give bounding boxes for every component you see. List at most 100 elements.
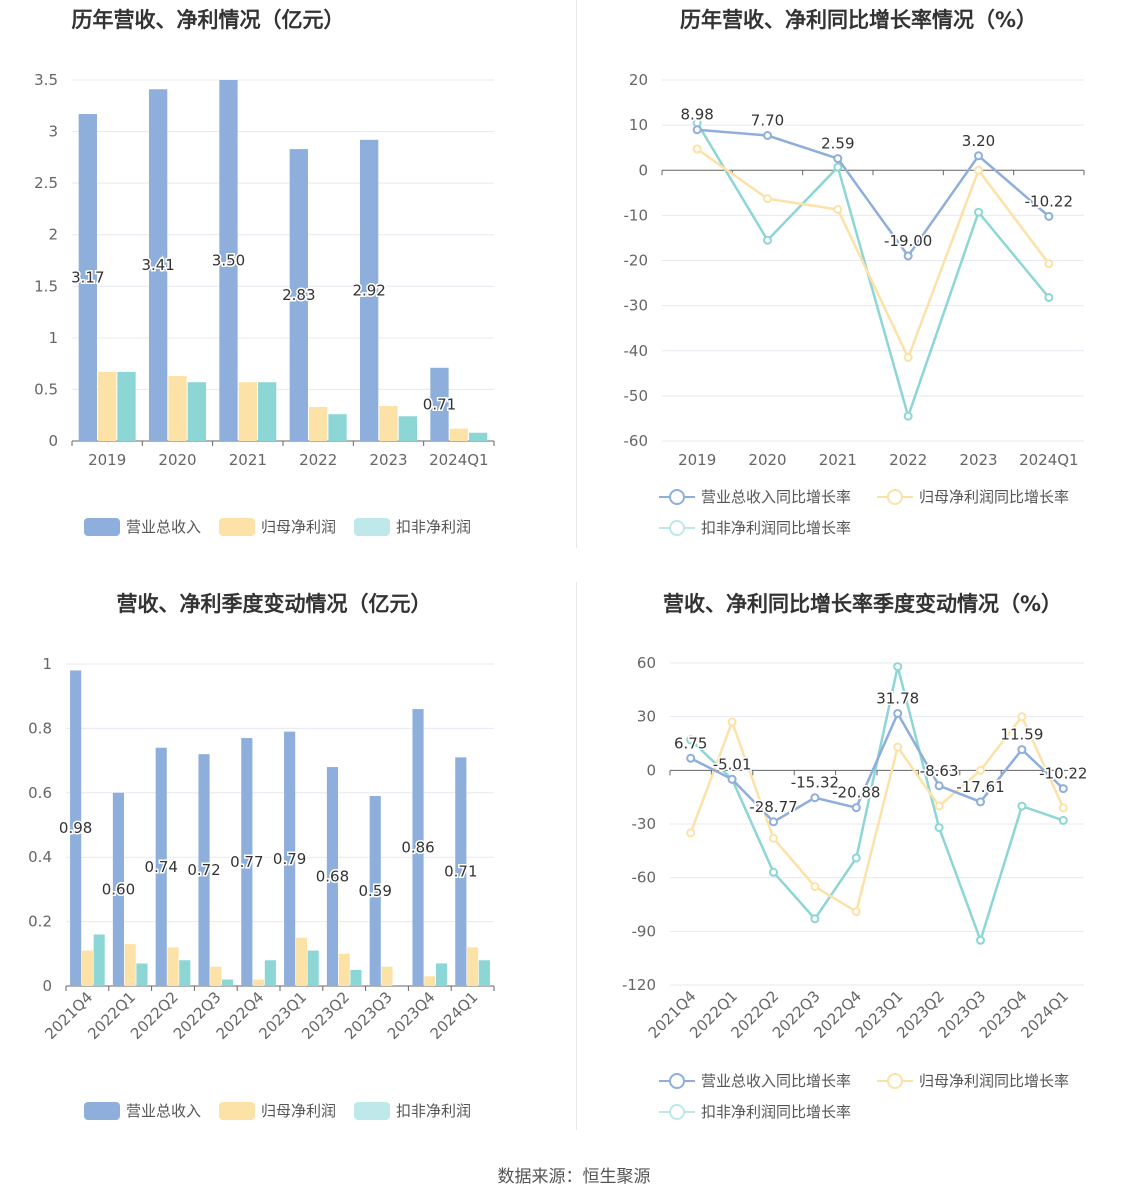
- point-value-label: -17.61: [956, 778, 1004, 796]
- legend-item-deducted-growth[interactable]: 扣非净利润同比增长率: [659, 1101, 851, 1122]
- y-tick-label: -120: [622, 976, 656, 994]
- legend-marker-parent-growth: [877, 487, 913, 507]
- legend-item-revenue[interactable]: 营业总收入: [84, 1100, 201, 1121]
- x-tick-label: 2024Q1: [427, 988, 482, 1043]
- data-point: [833, 205, 843, 215]
- legend-label: 营业总收入: [126, 518, 202, 536]
- bar-value-label: 0.59: [359, 882, 392, 900]
- legend-item-parent-profit[interactable]: 归母净利润: [219, 516, 336, 537]
- bar-parent-profit: [167, 947, 179, 986]
- y-tick-label: 1: [48, 329, 58, 347]
- legend-marker-parent-growth: [877, 1071, 913, 1091]
- bar-parent-profit: [467, 947, 479, 986]
- legend-label: 营业总收入: [126, 1102, 202, 1120]
- bar-revenue: [149, 89, 168, 441]
- chart-legend: 营业总收入 归母净利润 扣非净利润: [0, 516, 576, 546]
- y-tick-label: 0.4: [28, 848, 52, 866]
- chart-legend: 营业总收入 归母净利润 扣非净利润: [0, 1100, 576, 1130]
- bar-parent-profit: [253, 979, 265, 986]
- legend-item-revenue[interactable]: 营业总收入: [84, 516, 201, 537]
- chart-title: 营收、净利同比增长率季度变动情况（%）: [662, 592, 1063, 616]
- y-tick-label: 0.2: [28, 913, 52, 931]
- annual-line-chart: -60 -50 -40 -30 -20 -10 0 10 20 2019 2020 2021 2022 2…: [624, 71, 1085, 469]
- data-point: [974, 207, 983, 217]
- bar-value-label: 0.86: [401, 839, 434, 857]
- data-point: [903, 353, 913, 363]
- panel-divider-bottom: [576, 582, 577, 1130]
- x-tick-label: 2019: [678, 451, 716, 469]
- legend-item-parent-growth[interactable]: 归母净利润同比增长率: [877, 1070, 1069, 1091]
- point-value-label: 3.20: [962, 132, 995, 150]
- point-value-label: 31.78: [876, 689, 919, 707]
- y-tick-label: 0: [638, 161, 648, 179]
- legend-marker-revenue-growth: [659, 487, 695, 507]
- legend-label: 扣非净利润: [396, 1102, 472, 1120]
- bar-parent-profit: [124, 944, 136, 986]
- data-point: [1058, 803, 1068, 813]
- data-point: [934, 781, 944, 791]
- y-tick-label: 1: [42, 655, 52, 673]
- point-value-label: -20.88: [832, 784, 880, 802]
- point-value-label: 11.59: [1000, 726, 1043, 744]
- x-tick-label: 2024Q1: [1019, 451, 1079, 469]
- y-tick-label: 2.5: [34, 174, 58, 192]
- data-point: [1044, 211, 1054, 221]
- legend-item-revenue-growth[interactable]: 营业总收入同比增长率: [659, 486, 851, 507]
- y-tick-label: 3.5: [34, 71, 58, 89]
- y-tick-label: -20: [624, 252, 649, 270]
- data-point: [810, 882, 820, 892]
- data-point: [1017, 801, 1027, 811]
- series-line-deducted-growth: [696, 122, 1050, 421]
- y-tick-label: -40: [624, 342, 649, 360]
- data-point: [893, 742, 903, 752]
- legend-label: 扣非净利润同比增长率: [701, 1103, 852, 1121]
- legend-item-deducted-growth[interactable]: 扣非净利润同比增长率: [659, 517, 851, 538]
- bar-value-label: 0.77: [230, 853, 263, 871]
- point-value-label: -15.32: [791, 774, 839, 792]
- data-point: [1044, 259, 1054, 269]
- data-point: [686, 828, 696, 838]
- legend-item-parent-growth[interactable]: 归母净利润同比增长率: [877, 486, 1069, 507]
- y-tick-label: 0: [646, 761, 656, 779]
- data-point: [1017, 712, 1027, 722]
- bar-parent-profit: [168, 376, 187, 441]
- data-point: [1044, 293, 1054, 303]
- bar-parent-profit: [238, 382, 257, 441]
- x-tick-label: 2022: [889, 451, 927, 469]
- legend-item-deducted-profit[interactable]: 扣非净利润: [354, 1100, 471, 1121]
- bar-parent-profit: [295, 937, 307, 986]
- bar-parent-profit: [81, 950, 93, 986]
- legend-swatch-deducted-profit: [354, 1101, 390, 1120]
- bar-revenue: [326, 767, 338, 986]
- bar-value-label: 0.98: [59, 819, 92, 837]
- y-tick-label: 0.5: [34, 380, 58, 398]
- bar-value-label: 3.17: [71, 269, 104, 287]
- quarterly-bar-chart: 00.20.40.60.812021Q42022Q12022Q22022Q320…: [28, 655, 495, 1043]
- legend-item-deducted-profit[interactable]: 扣非净利润: [354, 516, 471, 537]
- point-value-label: 2.59: [821, 135, 854, 153]
- series-line-parent-growth: [696, 148, 1050, 361]
- data-point: [851, 853, 861, 863]
- y-tick-label: 3: [48, 123, 58, 141]
- bar-revenue: [198, 754, 210, 986]
- data-point: [903, 251, 913, 261]
- data-point: [692, 125, 702, 135]
- point-value-label: -10.22: [1039, 765, 1087, 783]
- bar-value-label: 0.60: [102, 880, 135, 898]
- bar-value-label: 0.71: [423, 395, 456, 413]
- data-point: [769, 817, 778, 827]
- legend-swatch-revenue: [84, 517, 120, 536]
- quarterly-growth-panel: 营收、净利同比增长率季度变动情况（%） -120 -90 -60 -30 0 30 60 20…: [577, 584, 1148, 1144]
- data-point: [769, 867, 778, 877]
- legend-label: 归母净利润: [261, 1102, 337, 1120]
- bar-revenue: [360, 139, 379, 441]
- legend-label: 归母净利润同比增长率: [919, 1072, 1070, 1090]
- legend-item-revenue-growth[interactable]: 营业总收入同比增长率: [659, 1070, 851, 1091]
- bar-revenue: [455, 757, 467, 986]
- chart-title: 营收、净利季度变动情况（亿元）: [116, 592, 432, 616]
- legend-label: 营业总收入同比增长率: [701, 1072, 852, 1090]
- x-tick-label: 2020: [158, 451, 196, 469]
- bar-parent-profit: [210, 966, 222, 986]
- point-value-label: -10.22: [1025, 192, 1073, 210]
- legend-item-parent-profit[interactable]: 归母净利润: [219, 1100, 336, 1121]
